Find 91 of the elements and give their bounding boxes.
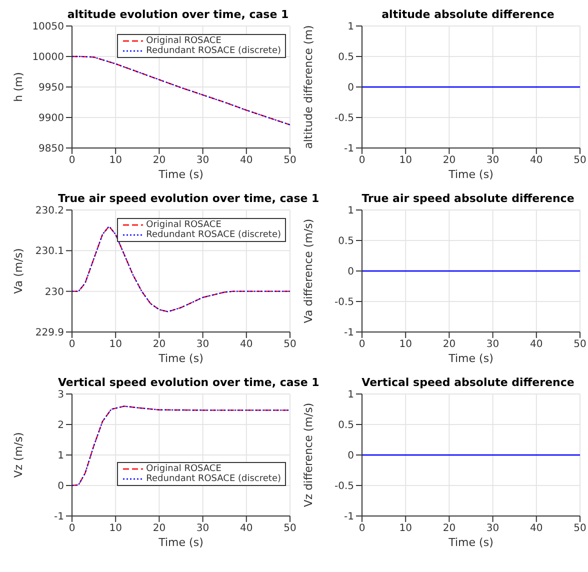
x-tick-label: 0: [358, 155, 366, 166]
x-axis-title: Time (s): [158, 168, 204, 181]
x-tick-label: 30: [196, 339, 210, 350]
y-tick-label: -0.5: [334, 113, 354, 124]
legend-label: Original ROSACE: [146, 36, 222, 46]
x-tick-label: 20: [152, 155, 166, 166]
x-tick-label: 30: [486, 339, 500, 350]
x-tick-label: 20: [152, 523, 166, 534]
x-tick-label: 10: [399, 155, 412, 166]
x-axis-title: Time (s): [158, 352, 204, 365]
x-tick-label: 40: [530, 155, 543, 166]
x-tick-label: 30: [486, 523, 500, 534]
x-tick-label: 10: [109, 155, 122, 166]
x-tick-label: 40: [240, 523, 253, 534]
y-axis-title: h (m): [12, 72, 25, 102]
y-axis-title: Vz (m/s): [12, 432, 25, 478]
x-tick-label: 10: [109, 339, 122, 350]
x-tick-label: 50: [574, 523, 586, 534]
y-tick-label: 2: [58, 420, 64, 432]
x-tick-label: 50: [574, 339, 586, 350]
y-axis-title: Va (m/s): [12, 248, 25, 294]
x-tick-label: 20: [442, 339, 456, 350]
x-tick-label: 30: [196, 155, 210, 166]
x-tick-label: 20: [442, 155, 456, 166]
x-axis-title: Time (s): [158, 536, 204, 549]
y-tick-label: 0: [348, 266, 354, 278]
y-axis-title: altitude difference (m): [302, 25, 315, 149]
y-tick-label: 230: [44, 286, 64, 298]
x-tick-label: 0: [68, 339, 76, 350]
y-tick-label: 230.2: [35, 206, 64, 217]
y-tick-label: 9850: [38, 144, 64, 155]
x-tick-label: 30: [196, 523, 210, 534]
x-tick-label: 0: [68, 155, 76, 166]
y-tick-label: 0.5: [338, 52, 354, 64]
x-axis-title: Time (s): [448, 352, 494, 365]
x-tick-label: 0: [68, 523, 76, 534]
legend-label: Redundant ROSACE (discrete): [146, 474, 281, 484]
y-tick-label: -1: [344, 328, 354, 339]
x-tick-label: 50: [284, 523, 296, 534]
legend-label: Redundant ROSACE (discrete): [146, 46, 281, 56]
x-tick-label: 30: [486, 155, 500, 166]
y-tick-label: 1: [348, 22, 354, 33]
x-tick-label: 50: [284, 339, 296, 350]
y-tick-label: 0: [348, 82, 354, 94]
y-tick-label: -0.5: [334, 481, 354, 492]
y-tick-label: 0.5: [338, 420, 354, 432]
chart-title: altitude evolution over time, case 1: [66, 8, 290, 22]
x-tick-label: 0: [358, 523, 366, 534]
y-axis-title: Vz difference (m/s): [302, 402, 315, 508]
y-tick-label: 1: [348, 390, 354, 401]
y-tick-label: 3: [58, 390, 64, 401]
x-tick-label: 40: [530, 523, 543, 534]
x-tick-label: 0: [358, 339, 366, 350]
x-tick-label: 10: [109, 523, 122, 534]
y-tick-label: 1: [58, 450, 64, 462]
legend-label: Redundant ROSACE (discrete): [146, 230, 281, 240]
x-axis-title: Time (s): [448, 536, 494, 549]
y-tick-label: 230.1: [35, 246, 64, 258]
y-tick-label: 9900: [38, 113, 64, 124]
y-tick-label: 10050: [32, 22, 64, 33]
chart-title: True air speed evolution over time, case 1: [57, 192, 320, 206]
x-tick-label: 20: [152, 339, 166, 350]
y-tick-label: 0.5: [338, 236, 354, 248]
y-tick-label: 0: [348, 450, 354, 462]
legend-label: Original ROSACE: [146, 220, 222, 230]
y-tick-label: -1: [344, 512, 354, 523]
x-tick-label: 50: [284, 155, 296, 166]
x-tick-label: 10: [399, 523, 412, 534]
line-series: [72, 406, 290, 486]
y-tick-label: 9950: [38, 82, 64, 94]
x-axis-title: Time (s): [448, 168, 494, 181]
legend-label: Original ROSACE: [146, 464, 222, 474]
x-tick-label: 40: [240, 339, 253, 350]
y-tick-label: 229.9: [35, 328, 64, 339]
y-tick-label: 1: [348, 206, 354, 217]
line-series: [72, 56, 290, 126]
chart-title: True air speed absolute difference: [362, 192, 574, 205]
y-tick-label: -1: [54, 512, 64, 523]
x-tick-label: 10: [399, 339, 412, 350]
y-tick-label: 0: [58, 481, 64, 492]
x-tick-label: 20: [442, 523, 456, 534]
y-tick-label: -1: [344, 144, 354, 155]
x-tick-label: 40: [530, 339, 543, 350]
chart-title: Vertical speed absolute difference: [362, 376, 574, 389]
x-tick-label: 40: [240, 155, 253, 166]
y-axis-title: Va difference (m/s): [302, 218, 315, 324]
y-tick-label: -0.5: [334, 297, 354, 308]
chart-title: Vertical speed evolution over time, case 1: [57, 376, 320, 390]
chart-title: altitude absolute difference: [380, 8, 556, 22]
y-tick-label: 10000: [32, 52, 64, 64]
x-tick-label: 50: [574, 155, 586, 166]
